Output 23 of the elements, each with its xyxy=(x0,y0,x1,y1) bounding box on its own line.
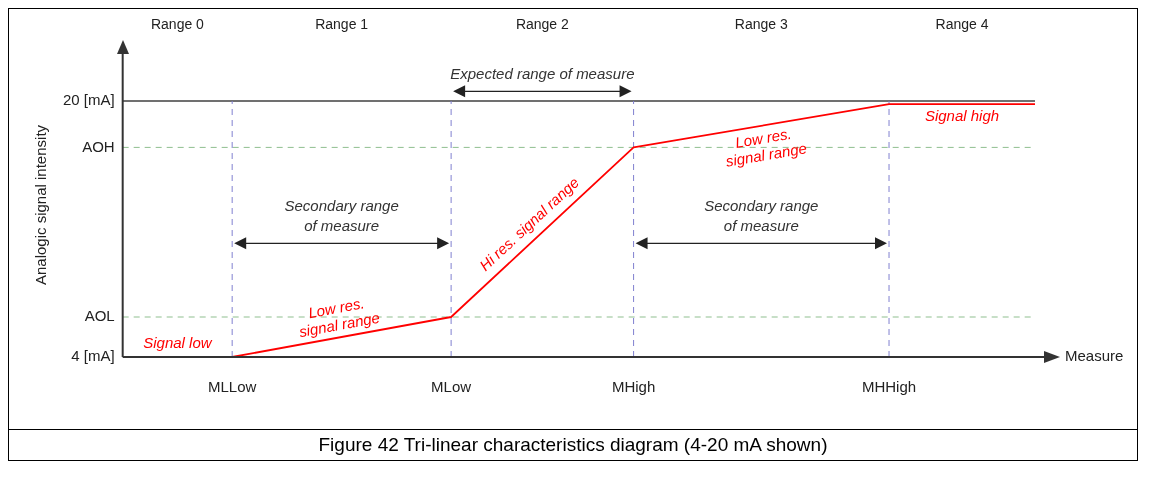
y-tick-label: 4 [mA] xyxy=(71,347,115,365)
x-tick-label: MLow xyxy=(431,378,472,396)
x-tick-label: MHigh xyxy=(611,378,656,396)
annotation: Secondary range of measure xyxy=(284,197,399,235)
annotation: Signal low xyxy=(143,334,213,352)
annotation: Secondary range of measure xyxy=(704,197,819,235)
text: Figure 42 Tri-linear characteristics diagram (4-20 mA shown) xyxy=(8,430,1138,461)
y-tick-label: AOH xyxy=(82,137,115,155)
text: Range 4 xyxy=(935,15,989,32)
y-tick-label: AOL xyxy=(84,307,115,325)
text: Range 1 xyxy=(315,15,369,32)
x-axis-title: Measure xyxy=(1065,347,1124,365)
annotation: Low res. signal range xyxy=(297,294,382,341)
annotation: Signal high xyxy=(924,107,1000,125)
text: Range 3 xyxy=(734,15,788,32)
y-tick-label: 20 [mA] xyxy=(63,91,115,109)
annotation: Expected range of measure xyxy=(450,65,635,83)
text: Range 0 xyxy=(150,15,205,32)
y-axis-title: Analogic signal intensity xyxy=(32,124,50,286)
x-tick-label: MLLow xyxy=(207,378,257,396)
x-tick-label: MHHigh xyxy=(861,378,917,396)
annotation: Low res. signal range xyxy=(724,124,808,170)
text: Range 2 xyxy=(515,15,570,32)
